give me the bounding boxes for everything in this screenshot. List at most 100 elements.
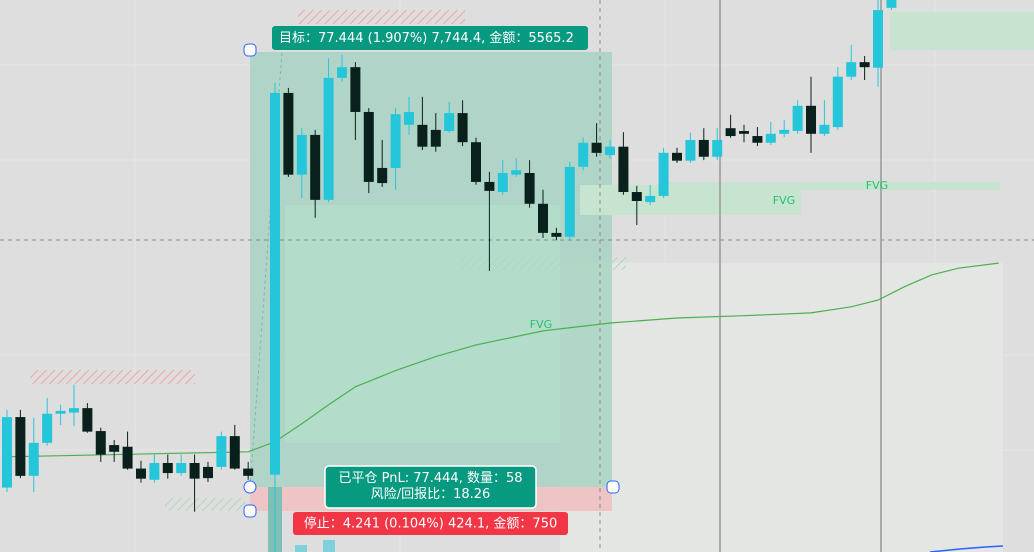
candle (886, 0, 897, 11)
candle (430, 113, 441, 152)
candle (28, 417, 39, 493)
closed-label: 已平仓 PnL: 77.444, 数量：58 (338, 471, 522, 486)
candle-body (283, 92, 294, 175)
volume-bar (295, 545, 307, 552)
handle[interactable] (243, 504, 257, 518)
candle (229, 424, 240, 470)
candle-body (537, 203, 548, 233)
candle (216, 431, 227, 470)
candle-body (457, 113, 468, 143)
handle[interactable] (243, 480, 257, 494)
candle-body (752, 136, 763, 143)
candle-body (725, 128, 736, 137)
candle (283, 87, 294, 177)
candle (551, 227, 562, 241)
candle-body (484, 181, 495, 191)
candle-body (176, 462, 187, 474)
candle-body (645, 195, 656, 203)
candle-body (350, 67, 361, 112)
candle (645, 184, 656, 205)
candle-body (202, 466, 213, 479)
candle-body (243, 468, 254, 476)
candle-body (377, 167, 388, 184)
candle-body (873, 10, 884, 68)
candle (122, 431, 133, 470)
candle-body (149, 462, 160, 480)
candle-body (229, 436, 240, 469)
candle (752, 127, 763, 147)
candle (605, 139, 616, 159)
candle (403, 96, 414, 135)
candle-body (1, 417, 12, 488)
candle-body (792, 105, 803, 132)
stop-label: 停止：4.241 (0.104%) 424.1, 金额：750 (304, 516, 558, 532)
candle (176, 454, 187, 476)
candle (578, 137, 589, 171)
volume-bar (323, 540, 335, 552)
candle (859, 55, 870, 81)
candle-body (524, 172, 535, 204)
candle-body (363, 111, 374, 182)
candle-body (55, 410, 66, 414)
candle-body (658, 152, 669, 196)
fvg-zone (890, 12, 1034, 50)
candle-body (712, 139, 723, 157)
candle-body (685, 139, 696, 161)
candle (591, 123, 602, 157)
candle-body (28, 442, 39, 476)
candle (819, 100, 830, 137)
candle-body (417, 124, 428, 147)
hatched-zone (298, 10, 465, 24)
stop-label-box (293, 512, 568, 535)
candle (68, 384, 79, 427)
candle-body (765, 133, 776, 143)
candle (524, 160, 535, 208)
handle[interactable] (243, 43, 257, 57)
candle (350, 62, 361, 140)
candle-body (551, 232, 562, 237)
candle (189, 454, 200, 512)
hatched-zone (30, 370, 195, 384)
candle-body (336, 67, 347, 78)
candle-body (216, 436, 227, 467)
candle-body (832, 76, 843, 128)
handle[interactable] (606, 480, 620, 494)
data-layer (1, 0, 999, 552)
candle-body (739, 131, 750, 134)
candle-body (122, 446, 133, 469)
candle (698, 128, 709, 161)
candle-body (82, 408, 93, 432)
candle (457, 100, 468, 147)
moving-average (6, 262, 999, 458)
candle-body (310, 134, 321, 200)
target-label: 目标：77.444 (1.907%) 7,744.4, 金额：5565.2 (279, 30, 574, 46)
candle (712, 128, 723, 161)
projection-zone (560, 263, 1003, 552)
candle (82, 403, 93, 433)
candle-body (296, 134, 307, 175)
risk-reward-label: 风险/回报比：18.26 (371, 487, 491, 502)
candle (135, 460, 146, 483)
candle-body (403, 111, 414, 125)
candle-body (269, 92, 280, 475)
candle-body (618, 146, 629, 193)
candle (15, 409, 26, 479)
candle (832, 67, 843, 130)
candle (202, 461, 213, 483)
candle-body (591, 142, 602, 153)
candle-body (390, 114, 401, 168)
candle-body (42, 413, 53, 443)
candle-body (430, 129, 441, 147)
candle (42, 398, 53, 446)
candle (765, 122, 776, 145)
candle (296, 128, 307, 199)
candle-body (189, 462, 200, 479)
candle-body (470, 142, 481, 182)
candle (390, 108, 401, 190)
candle (162, 454, 173, 479)
candle (444, 101, 455, 133)
candle-body (564, 166, 575, 237)
candle (55, 404, 66, 425)
